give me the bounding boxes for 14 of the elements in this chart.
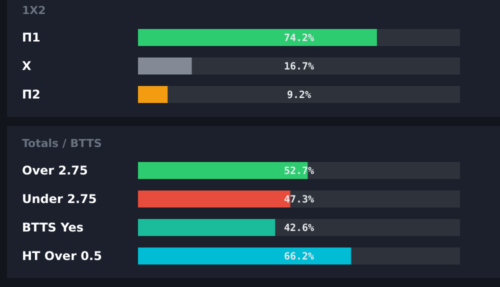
y-tick-label: П2	[22, 87, 40, 102]
data-label: 16.7%	[284, 62, 314, 72]
data-label: 9.2%	[286, 90, 312, 101]
text: 1X2	[22, 4, 46, 17]
data-label: 74.2%	[284, 33, 314, 44]
data-label: 42.6%	[284, 223, 314, 234]
y-tick-label: BTTS Yes	[22, 220, 84, 234]
data-label: 66.2%	[284, 252, 314, 262]
y-tick-label: HT Over 0.5	[22, 248, 102, 263]
y-tick-label: Under 2.75	[22, 192, 97, 206]
y-tick-label: П1	[22, 30, 40, 44]
y-tick-label: X	[22, 58, 32, 73]
chart-title: Totals / BTTS	[22, 137, 102, 150]
y-tick-label: Over 2.75	[22, 163, 88, 178]
